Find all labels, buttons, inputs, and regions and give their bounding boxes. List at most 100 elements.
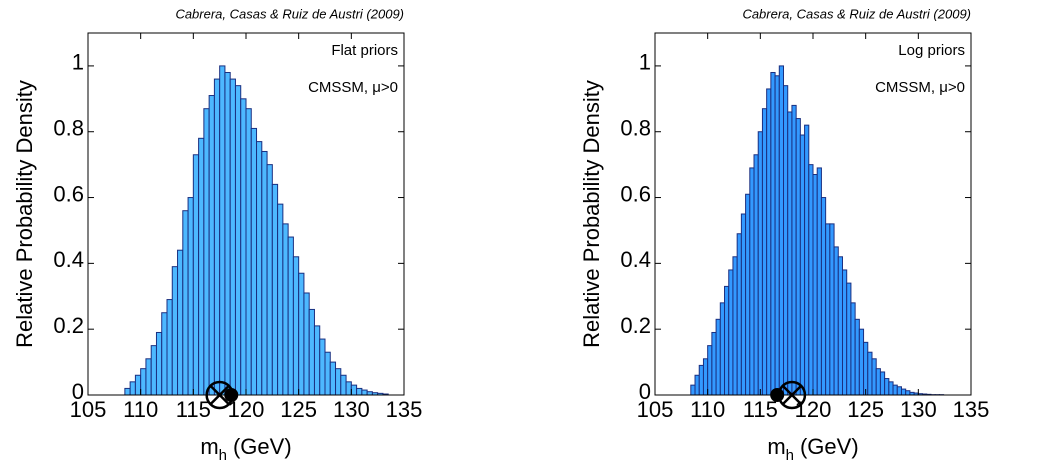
y-tick-label: 0 xyxy=(639,379,651,404)
x-tick-label: 130 xyxy=(333,397,370,422)
x-tick-label: 115 xyxy=(743,397,778,422)
bar xyxy=(783,85,789,396)
x-axis-label: mh (GeV) xyxy=(200,434,291,464)
x-axis-label: mh (GeV) xyxy=(767,434,858,464)
x-tick-label: 115 xyxy=(176,397,211,422)
bar xyxy=(884,378,890,396)
bar xyxy=(799,134,806,396)
bar xyxy=(820,197,827,396)
bar xyxy=(719,302,726,396)
bar xyxy=(841,269,848,396)
x-axis-label-unit: (GeV) xyxy=(233,434,292,459)
marker-circle xyxy=(777,380,807,410)
x-tick-label: 125 xyxy=(847,397,884,422)
annotation: CMSSM, μ>0 xyxy=(875,79,965,96)
bar xyxy=(287,236,294,396)
bar xyxy=(740,213,747,396)
y-tick-label: 0.2 xyxy=(53,313,84,338)
y-axis-label: Relative Probability Density xyxy=(579,80,604,348)
y-tick-label: 0.6 xyxy=(620,181,651,206)
bar xyxy=(145,358,152,396)
bar xyxy=(234,85,242,396)
y-tick-label: 1 xyxy=(72,50,84,75)
bar xyxy=(129,381,136,396)
bar xyxy=(187,197,194,396)
bar xyxy=(900,388,907,396)
x-axis-label-sub: h xyxy=(219,447,227,464)
bar xyxy=(150,345,157,396)
x-tick-label: 105 xyxy=(70,397,107,422)
x-tick-label: 110 xyxy=(123,397,158,422)
bar xyxy=(829,223,835,396)
x-tick-label: 135 xyxy=(386,397,423,422)
bar xyxy=(308,308,315,396)
bar xyxy=(770,71,776,396)
y-tick-label: 0.4 xyxy=(620,247,651,272)
y-tick-label: 0.8 xyxy=(53,116,84,141)
bar xyxy=(816,167,822,396)
bar xyxy=(256,141,263,396)
bar xyxy=(728,269,734,396)
bar xyxy=(124,387,131,396)
bar xyxy=(313,325,321,396)
bar xyxy=(850,302,856,396)
bar xyxy=(203,108,210,396)
x-tick-label: 135 xyxy=(953,397,990,422)
bar xyxy=(161,312,168,396)
bar xyxy=(698,364,704,396)
bar xyxy=(245,108,252,396)
bar xyxy=(888,381,894,396)
bar xyxy=(761,108,768,396)
bar xyxy=(875,368,881,396)
marker-dot xyxy=(224,388,239,402)
bar xyxy=(791,104,797,396)
bar xyxy=(879,371,886,396)
bar xyxy=(166,299,173,396)
marker-circle-cross xyxy=(777,380,807,410)
x-axis-label-unit: (GeV) xyxy=(800,434,859,459)
bar xyxy=(303,292,310,396)
y-tick-label: 0 xyxy=(72,379,84,404)
x-tick-label: 125 xyxy=(280,397,317,422)
bar xyxy=(833,246,839,396)
bar xyxy=(224,71,231,396)
bar xyxy=(240,98,247,396)
bar xyxy=(335,368,342,396)
marker-dot xyxy=(770,388,785,402)
bar xyxy=(808,164,814,396)
bar xyxy=(140,368,147,396)
x-axis-label-sub: h xyxy=(786,447,794,464)
annotation: Flat priors xyxy=(331,42,398,59)
bar xyxy=(825,223,831,396)
bar xyxy=(766,88,772,396)
y-tick-label: 0.4 xyxy=(53,247,84,272)
bar xyxy=(271,183,279,396)
bar xyxy=(715,318,721,396)
bar xyxy=(837,256,843,396)
y-tick-label: 1 xyxy=(639,50,651,75)
bar xyxy=(749,167,755,396)
bar xyxy=(690,384,696,396)
bar xyxy=(702,358,709,396)
bar xyxy=(795,118,801,396)
bar xyxy=(732,256,738,396)
bar xyxy=(329,361,337,396)
bar xyxy=(711,331,717,396)
bar xyxy=(804,124,810,396)
bar xyxy=(724,285,730,396)
bar xyxy=(155,331,163,396)
bar xyxy=(282,223,289,396)
bar xyxy=(324,351,331,396)
bar xyxy=(867,351,873,396)
x-axis-label-main: m xyxy=(767,434,785,459)
bar xyxy=(229,78,236,396)
y-tick-label: 0.2 xyxy=(620,313,651,338)
bar xyxy=(250,127,258,396)
x-tick-label: 130 xyxy=(900,397,937,422)
y-tick-label: 0.6 xyxy=(53,181,84,206)
bar xyxy=(778,65,785,396)
citation: Cabrera, Casas & Ruiz de Austri (2009) xyxy=(175,6,404,21)
